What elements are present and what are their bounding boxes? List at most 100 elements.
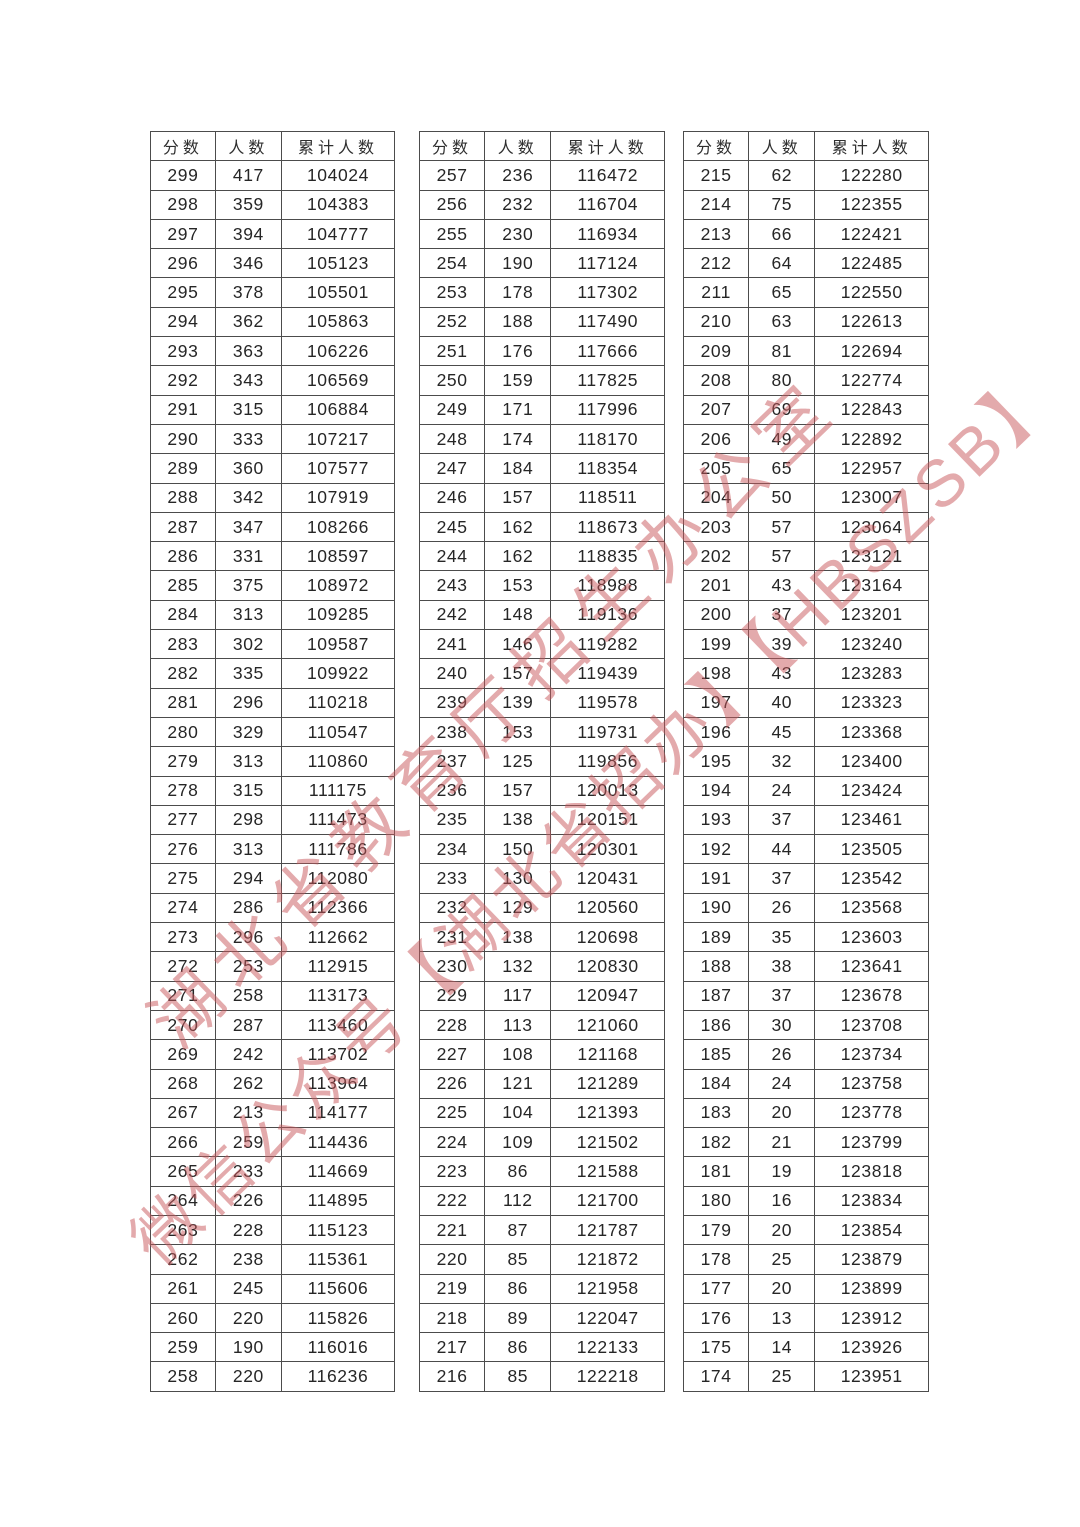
- table-cell: 287: [214, 1009, 282, 1041]
- table-cell: 123641: [814, 951, 929, 982]
- table-cell: 14: [748, 1332, 816, 1363]
- table-cell: 119282: [550, 629, 665, 660]
- table-cell: 120830: [550, 951, 665, 982]
- table-cell: 117996: [550, 394, 665, 425]
- table-cell: 111175: [280, 775, 396, 806]
- table-cell: 417: [214, 160, 282, 191]
- table-cell: 75: [748, 189, 816, 220]
- table-cell: 45: [748, 716, 816, 748]
- table-cell: 105863: [280, 306, 396, 338]
- table-row: 249 171 117996: [418, 394, 665, 425]
- table-cell: 193: [682, 804, 750, 836]
- table-row: 189 35 123603: [682, 922, 929, 953]
- table-cell: 257: [418, 160, 486, 191]
- table-cell: 30: [748, 1009, 816, 1041]
- table-cell: 280: [150, 716, 216, 748]
- table-cell: 121787: [550, 1214, 665, 1246]
- table-cell: 110547: [280, 716, 396, 748]
- table-cell: 251: [418, 336, 486, 367]
- table-cell: 188: [484, 306, 552, 338]
- table-cell: 286: [214, 892, 282, 924]
- table-cell: 86: [484, 1332, 552, 1363]
- table-cell: 187: [682, 980, 750, 1011]
- table-row: 193 37 123461: [682, 804, 929, 836]
- table-cell: 121168: [550, 1039, 665, 1070]
- table-row: 188 38 123641: [682, 951, 929, 982]
- table-cell: 122774: [814, 365, 929, 396]
- table-row: 250 159 117825: [418, 365, 665, 396]
- table-cell: 183: [682, 1097, 750, 1129]
- table-cell: 298: [150, 189, 216, 220]
- table-cell: 228: [214, 1214, 282, 1246]
- table-row: 214 75 122355: [682, 189, 929, 220]
- table-cell: 199: [682, 629, 750, 660]
- table-row: 239 139 119578: [418, 687, 665, 718]
- column-header: 分数: [418, 130, 486, 162]
- table-cell: 120151: [550, 804, 665, 836]
- table-cell: 277: [150, 804, 216, 836]
- table-row: 216 85 122218: [418, 1361, 665, 1392]
- table-cell: 241: [418, 629, 486, 660]
- table-cell: 123164: [814, 570, 929, 601]
- table-cell: 25: [748, 1361, 816, 1392]
- table-row: 264 226 114895: [150, 1185, 396, 1216]
- table-cell: 235: [418, 804, 486, 836]
- table-cell: 123778: [814, 1097, 929, 1129]
- table-cell: 226: [418, 1068, 486, 1099]
- table-cell: 113702: [280, 1039, 396, 1070]
- table-row: 218 89 122047: [418, 1302, 665, 1334]
- table-cell: 80: [748, 365, 816, 396]
- table-cell: 296: [214, 922, 282, 953]
- table-cell: 239: [418, 687, 486, 718]
- table-cell: 162: [484, 511, 552, 543]
- column-header: 累计人数: [280, 130, 396, 162]
- table-cell: 123734: [814, 1039, 929, 1070]
- table-cell: 214: [682, 189, 750, 220]
- table-cell: 242: [214, 1039, 282, 1070]
- table-row: 265 233 114669: [150, 1156, 396, 1187]
- table-cell: 117124: [550, 248, 665, 279]
- table-cell: 297: [150, 218, 216, 250]
- table-cell: 296: [150, 248, 216, 279]
- table-cell: 25: [748, 1244, 816, 1275]
- table-row: 201 43 123164: [682, 570, 929, 601]
- table-cell: 394: [214, 218, 282, 250]
- table-cell: 268: [150, 1068, 216, 1099]
- table-cell: 294: [214, 863, 282, 894]
- table-cell: 219: [418, 1273, 486, 1304]
- table-cell: 64: [748, 248, 816, 279]
- score-table-middle: 分数 人数 累计人数 257 236 116472 256 232 116704 255 230 11…: [418, 130, 665, 1392]
- table-row: 295 378 105501: [150, 277, 396, 308]
- table-cell: 65: [748, 277, 816, 308]
- table-row: 191 37 123542: [682, 863, 929, 894]
- table-cell: 224: [418, 1127, 486, 1158]
- table-cell: 121958: [550, 1273, 665, 1304]
- table-cell: 117: [484, 980, 552, 1011]
- table-cell: 346: [214, 248, 282, 279]
- table-cell: 32: [748, 746, 816, 777]
- table-cell: 123542: [814, 863, 929, 894]
- table-cell: 220: [214, 1302, 282, 1334]
- table-row: 245 162 118673: [418, 511, 665, 543]
- table-cell: 13: [748, 1302, 816, 1334]
- header-row: 分数 人数 累计人数: [150, 130, 396, 162]
- table-cell: 123899: [814, 1273, 929, 1304]
- table-cell: 207: [682, 394, 750, 425]
- table-cell: 20: [748, 1273, 816, 1304]
- table-cell: 242: [418, 599, 486, 631]
- table-row: 246 157 118511: [418, 482, 665, 513]
- table-cell: 112915: [280, 951, 396, 982]
- table-cell: 182: [682, 1127, 750, 1158]
- table-cell: 185: [682, 1039, 750, 1070]
- table-cell: 112662: [280, 922, 396, 953]
- table-cell: 175: [682, 1332, 750, 1363]
- table-cell: 16: [748, 1185, 816, 1216]
- table-row: 219 86 121958: [418, 1273, 665, 1304]
- table-cell: 132: [484, 951, 552, 982]
- table-cell: 331: [214, 541, 282, 572]
- table-cell: 197: [682, 687, 750, 718]
- table-cell: 122133: [550, 1332, 665, 1363]
- table-cell: 150: [484, 834, 552, 865]
- table-cell: 363: [214, 336, 282, 367]
- table-cell: 244: [418, 541, 486, 572]
